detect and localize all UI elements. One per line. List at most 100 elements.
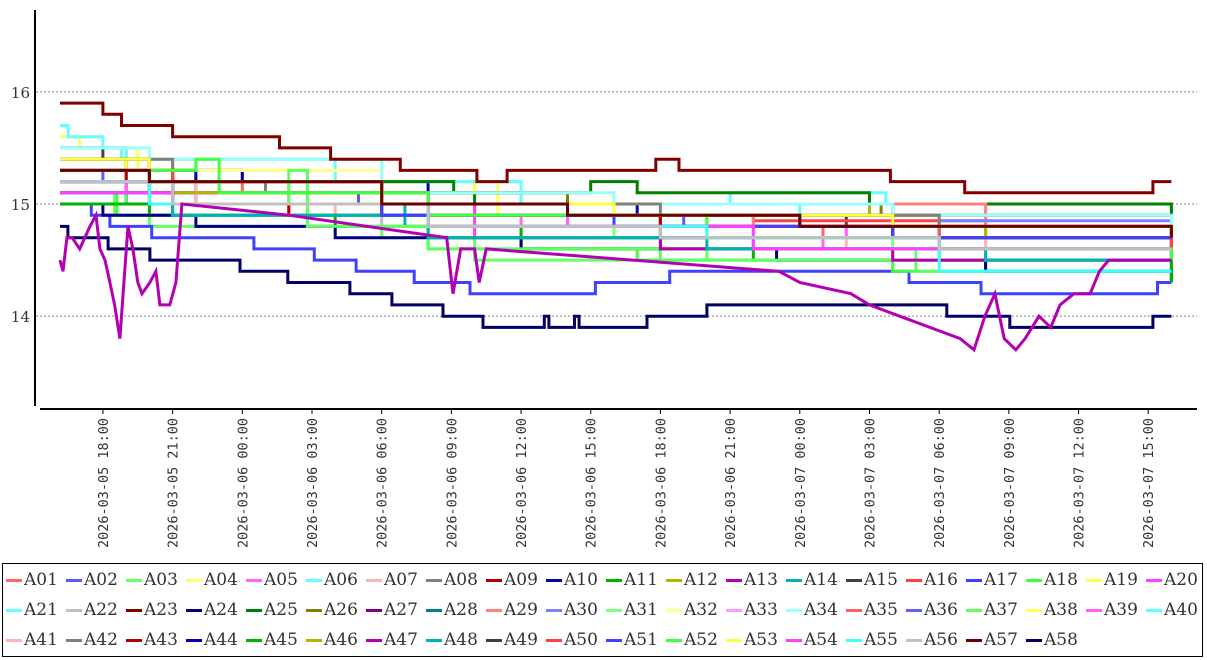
legend-label: A43: [144, 630, 178, 650]
legend-item-a58: A58: [1026, 625, 1078, 655]
legend-label: A13: [744, 570, 778, 590]
legend-label: A17: [984, 570, 1018, 590]
series-line-a12: [60, 157, 1172, 217]
legend-swatch: [726, 578, 742, 582]
legend-label: A52: [684, 630, 718, 650]
legend-label: A48: [444, 630, 478, 650]
legend-swatch: [726, 638, 742, 642]
legend-label: A40: [1164, 600, 1198, 620]
series-line-a57: [60, 168, 1173, 238]
legend-label: A58: [1044, 630, 1078, 650]
legend-label: A46: [324, 630, 358, 650]
legend-label: A38: [1044, 600, 1078, 620]
series-line-a04: [60, 135, 1172, 240]
legend-item-a40: A40: [1146, 595, 1198, 625]
legend-swatch: [426, 638, 442, 642]
legend-swatch: [666, 638, 682, 642]
legend-item-a45: A45: [246, 625, 298, 655]
legend-label: A08: [444, 570, 478, 590]
legend-label: A28: [444, 600, 478, 620]
legend-item-a51: A51: [606, 625, 658, 655]
legend-swatch: [786, 638, 802, 642]
legend-item-a06: A06: [306, 565, 358, 595]
legend-item-a10: A10: [546, 565, 598, 595]
legend-swatch: [1086, 608, 1102, 612]
legend-label: A14: [804, 570, 838, 590]
legend-item-a11: A11: [606, 565, 658, 595]
legend-swatch: [486, 608, 502, 612]
series-line-a13: [58, 202, 1172, 353]
legend-item-a30: A30: [546, 595, 598, 625]
legend-label: A45: [264, 630, 298, 650]
legend-label: A49: [504, 630, 538, 650]
legend-item-a43: A43: [126, 625, 178, 655]
legend-item-a55: A55: [846, 625, 898, 655]
legend-item-a38: A38: [1026, 595, 1078, 625]
legend-label: A44: [204, 630, 238, 650]
legend-item-a49: A49: [486, 625, 538, 655]
legend-label: A02: [84, 570, 118, 590]
y-tick-labels: 14 15 16: [11, 84, 30, 326]
legend-swatch: [666, 608, 682, 612]
legend-label: A34: [804, 600, 838, 620]
legend-item-a57: A57: [966, 625, 1018, 655]
legend-swatch: [846, 638, 862, 642]
legend-swatch: [606, 638, 622, 642]
legend-item-a20: A20: [1146, 565, 1198, 595]
legend-item-a23: A23: [126, 595, 178, 625]
legend-label: A33: [744, 600, 778, 620]
legend: A01 A02 A03 A04 A05 A06 A07 A08 A09 A10 A11 A12 A13 A…: [2, 563, 1203, 657]
legend-item-a07: A07: [366, 565, 418, 595]
legend-item-a32: A32: [666, 595, 718, 625]
legend-swatch: [966, 578, 982, 582]
legend-swatch: [246, 608, 262, 612]
y-tick-label: 14: [11, 308, 30, 326]
legend-label: A53: [744, 630, 778, 650]
legend-label: A09: [504, 570, 538, 590]
x-tick-label: 2026-03-05 21:00: [166, 418, 182, 548]
legend-swatch: [306, 608, 322, 612]
legend-item-a33: A33: [726, 595, 778, 625]
legend-item-a50: A50: [546, 625, 598, 655]
series-line-a44: [60, 168, 1172, 228]
legend-item-a52: A52: [666, 625, 718, 655]
legend-label: A07: [384, 570, 418, 590]
series-line-a56: [60, 180, 1172, 251]
legend-label: A04: [204, 570, 238, 590]
legend-swatch: [246, 578, 262, 582]
legend-item-a16: A16: [906, 565, 958, 595]
legend-swatch: [306, 578, 322, 582]
legend-label: A31: [624, 600, 658, 620]
legend-swatch: [66, 578, 82, 582]
legend-label: A47: [384, 630, 418, 650]
legend-swatch: [546, 578, 562, 582]
legend-label: A41: [24, 630, 58, 650]
legend-swatch: [486, 578, 502, 582]
legend-label: A18: [1044, 570, 1078, 590]
x-tick-label: 2026-03-06 06:00: [375, 418, 391, 548]
legend-swatch: [6, 638, 22, 642]
legend-item-a27: A27: [366, 595, 418, 625]
legend-swatch: [966, 608, 982, 612]
legend-label: A35: [864, 600, 898, 620]
legend-swatch: [366, 608, 382, 612]
x-tick-label: 2026-03-07 06:00: [932, 418, 948, 548]
legend-item-a22: A22: [66, 595, 118, 625]
legend-item-a29: A29: [486, 595, 538, 625]
legend-label: A36: [924, 600, 958, 620]
y-tick-label: 16: [11, 84, 30, 102]
x-tick-label: 2026-03-07 00:00: [793, 418, 809, 548]
legend-label: A12: [684, 570, 718, 590]
legend-item-a41: A41: [6, 625, 58, 655]
legend-swatch: [906, 578, 922, 582]
legend-swatch: [846, 608, 862, 612]
legend-item-a18: A18: [1026, 565, 1078, 595]
legend-label: A06: [324, 570, 358, 590]
x-tick-labels: 2026-03-05 18:00 2026-03-05 21:00 2026-03-…: [96, 409, 1157, 548]
legend-swatch: [426, 608, 442, 612]
series-line-a08: [60, 146, 1173, 249]
legend-label: A32: [684, 600, 718, 620]
legend-swatch: [6, 608, 22, 612]
legend-swatch: [1026, 638, 1042, 642]
